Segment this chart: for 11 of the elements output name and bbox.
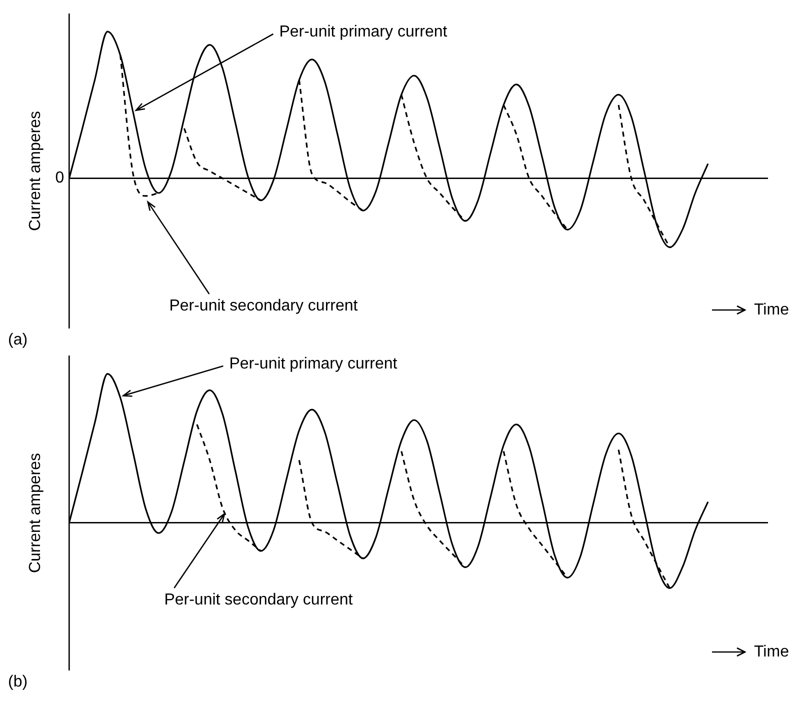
ref-line-label: 0 xyxy=(55,170,64,187)
text: Per-unit secondary current xyxy=(164,591,354,608)
series-label: Per-unit primary current xyxy=(229,355,398,372)
y-axis-title: Current amperes xyxy=(27,452,44,574)
y-axis-title: Current amperes xyxy=(27,110,44,232)
text: (a) xyxy=(8,331,28,348)
text: (b) xyxy=(8,673,28,690)
x-axis-title: Time xyxy=(754,643,790,660)
text: Per-unit secondary current xyxy=(169,297,358,314)
x-axis-title: Time xyxy=(754,301,790,318)
text: Per-unit primary current xyxy=(279,23,448,40)
